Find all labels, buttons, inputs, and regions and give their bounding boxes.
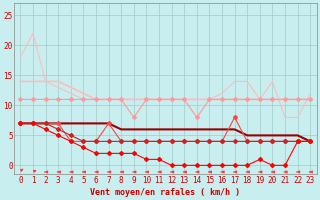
X-axis label: Vent moyen/en rafales ( km/h ): Vent moyen/en rafales ( km/h ) [90, 188, 240, 197]
